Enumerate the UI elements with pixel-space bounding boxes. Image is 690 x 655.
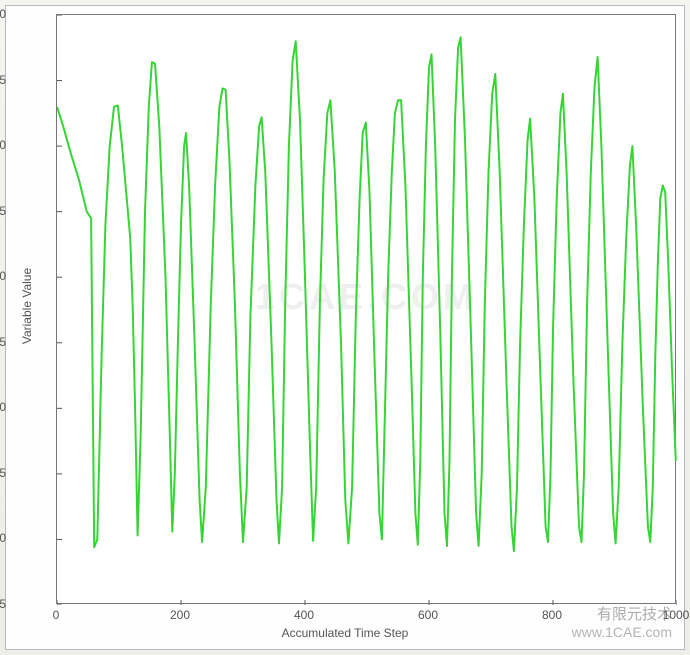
y-tick-label: 20: [0, 400, 6, 414]
x-tick-label: 1000: [663, 608, 690, 622]
y-tick-label: 15: [0, 466, 6, 480]
y-tick-label: 25: [0, 335, 6, 349]
plot-area: 1CAE.COM: [56, 14, 676, 604]
watermark-corner-line1: 有限元技术: [597, 606, 672, 623]
y-tick-label: 35: [0, 204, 6, 218]
x-tick-label: 800: [542, 608, 562, 622]
watermark-corner-line2: www.1CAE.com: [572, 624, 672, 640]
y-tick-label: 50: [0, 7, 6, 21]
watermark-corner: 有限元技术 www.1CAE.com: [572, 606, 672, 641]
chart-panel: Variable Value 5101520253035404550 1CAE.…: [5, 5, 685, 650]
y-tick-label: 45: [0, 73, 6, 87]
x-tick-label: 200: [170, 608, 190, 622]
y-tick-label: 5: [0, 597, 6, 611]
y-tick-label: 40: [0, 138, 6, 152]
x-axis-title: Accumulated Time Step: [282, 626, 409, 640]
series-line: [57, 15, 677, 605]
x-tick-label: 0: [53, 608, 60, 622]
x-tick-label: 600: [418, 608, 438, 622]
y-tick-label: 10: [0, 531, 6, 545]
y-axis-title: Variable Value: [20, 268, 34, 344]
y-tick-label: 30: [0, 269, 6, 283]
x-tick-label: 400: [294, 608, 314, 622]
